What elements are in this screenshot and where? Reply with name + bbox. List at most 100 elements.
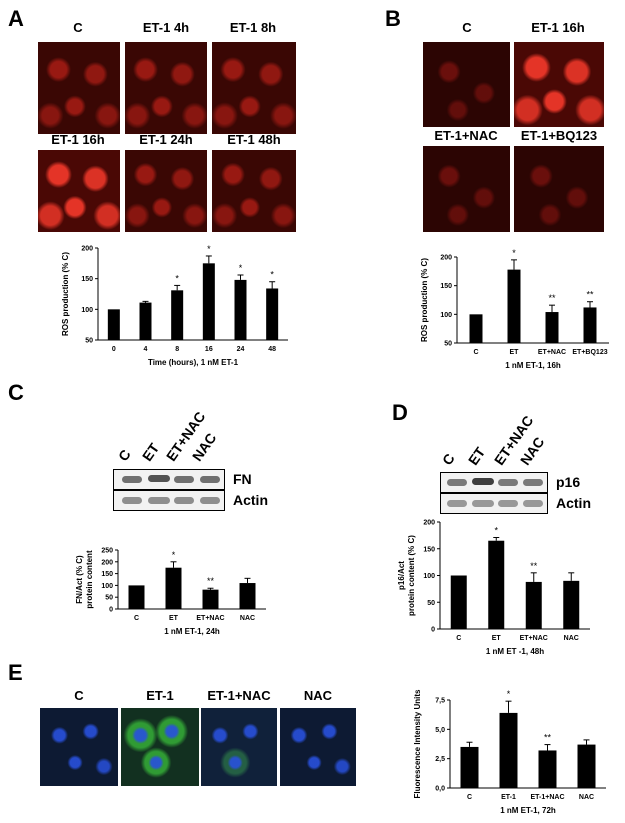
bar bbox=[266, 288, 279, 340]
y-tick-label: 200 bbox=[81, 246, 93, 253]
x-tick-label: 48 bbox=[268, 346, 276, 353]
blot-c-fn bbox=[113, 469, 225, 490]
y-tick-label: 0 bbox=[431, 627, 435, 634]
band bbox=[122, 497, 142, 504]
panel-letter-c: C bbox=[8, 380, 24, 405]
x-tick-label: ET+BQ123 bbox=[572, 349, 607, 356]
bar bbox=[538, 750, 557, 788]
blot-label-d-actin: Actin bbox=[556, 495, 591, 511]
band bbox=[447, 479, 467, 486]
x-axis-title: 1 nM ET-1, 24h bbox=[164, 627, 220, 636]
blot-label-c-actin: Actin bbox=[233, 492, 268, 508]
bar bbox=[139, 302, 152, 340]
y-tick-label: 250 bbox=[101, 548, 113, 555]
bar bbox=[165, 567, 182, 609]
x-tick-label: NAC bbox=[564, 635, 579, 642]
micrograph-a-et1-8h bbox=[212, 42, 296, 134]
y-tick-label: 5,0 bbox=[435, 727, 445, 734]
y-tick-label: 50 bbox=[85, 338, 93, 345]
significance-marker: * bbox=[172, 550, 176, 560]
bar bbox=[171, 290, 184, 340]
y-tick-label: 0 bbox=[109, 607, 113, 614]
micrograph-a-et1-24h bbox=[125, 150, 207, 232]
x-tick-label: ET+NAC bbox=[196, 615, 224, 622]
band bbox=[498, 479, 518, 486]
panel-letter-a: A bbox=[8, 6, 24, 31]
y-tick-label: 50 bbox=[427, 600, 435, 607]
x-tick-label: ET bbox=[169, 615, 179, 622]
image-label-a-et1-4h: ET-1 4h bbox=[142, 20, 190, 35]
image-label-e-nac: NAC bbox=[303, 688, 333, 703]
significance-marker: * bbox=[512, 248, 516, 258]
lane-label-c-c: C bbox=[114, 446, 134, 464]
bar bbox=[450, 575, 467, 629]
image-label-a-et1-48h: ET-1 48h bbox=[227, 132, 281, 147]
image-label-b-et1-nac: ET-1+NAC bbox=[434, 128, 498, 143]
band bbox=[200, 476, 220, 483]
y-tick-label: 100 bbox=[440, 312, 452, 319]
y-axis-title: Fluorescence Intensity Units bbox=[413, 689, 422, 798]
band bbox=[447, 500, 467, 507]
x-tick-label: NAC bbox=[240, 615, 255, 622]
x-tick-label: C bbox=[134, 615, 139, 622]
blot-label-c-fn: FN bbox=[233, 471, 252, 487]
y-tick-label: 200 bbox=[423, 520, 435, 527]
x-tick-label: ET+NAC bbox=[538, 349, 566, 356]
y-tick-label: 2,5 bbox=[435, 756, 445, 763]
x-tick-label: 24 bbox=[237, 346, 245, 353]
bar bbox=[583, 307, 597, 343]
bar bbox=[525, 581, 542, 629]
micrograph-b-et1-nac bbox=[423, 146, 510, 232]
micrograph-a-et1-16h bbox=[38, 150, 120, 232]
band bbox=[174, 497, 194, 504]
band bbox=[122, 476, 142, 483]
y-axis-title-line: protein content bbox=[85, 550, 94, 609]
bar bbox=[507, 269, 521, 343]
micrograph-a-c bbox=[38, 42, 120, 134]
significance-marker: * bbox=[270, 270, 274, 280]
band bbox=[200, 497, 220, 504]
bar bbox=[202, 263, 215, 340]
micrograph-b-c bbox=[423, 42, 510, 127]
y-axis-title: ROS production (% C) bbox=[61, 252, 70, 336]
image-label-b-et1-bq123: ET-1+BQ123 bbox=[520, 128, 598, 143]
image-label-b-c: C bbox=[462, 20, 472, 35]
y-axis-title: ROS production (% C) bbox=[420, 258, 429, 342]
x-tick-label: 4 bbox=[144, 346, 148, 353]
x-tick-label: ET bbox=[510, 349, 520, 356]
bar bbox=[234, 279, 247, 340]
image-label-e-et1-nac: ET-1+NAC bbox=[207, 688, 271, 703]
significance-marker: ** bbox=[548, 293, 556, 303]
chart-e-fluorescence: 0,0 2,5 5,0 7,5 C * ET-1 ** ET-1+NAC NAC 1 nM ET-1… bbox=[413, 689, 606, 815]
micrograph-a-et1-48h bbox=[212, 150, 296, 232]
panel-letter-d: D bbox=[392, 400, 408, 425]
chart-c-fn-protein: 0 50 100 150 200 250 C * ET ** ET+NAC NAC 1 nM ET-1,… bbox=[75, 548, 266, 636]
significance-marker: * bbox=[507, 689, 511, 699]
significance-marker: ** bbox=[544, 733, 552, 743]
bar bbox=[563, 580, 580, 629]
y-tick-label: 7,5 bbox=[435, 698, 445, 705]
x-axis-title: 1 nM ET-1, 16h bbox=[505, 361, 561, 370]
image-label-a-et1-8h: ET-1 8h bbox=[229, 20, 277, 35]
micrograph-b-et1-bq123 bbox=[514, 146, 604, 232]
significance-marker: ** bbox=[530, 561, 538, 571]
significance-marker: ** bbox=[207, 576, 215, 586]
y-tick-label: 0,0 bbox=[435, 786, 445, 793]
y-tick-label: 200 bbox=[440, 255, 452, 262]
x-tick-label: C bbox=[473, 349, 478, 356]
x-axis-title: Time (hours), 1 nM ET-1 bbox=[148, 358, 239, 367]
significance-marker: ** bbox=[586, 290, 594, 300]
band bbox=[148, 475, 170, 482]
bar bbox=[469, 314, 483, 343]
bar bbox=[499, 712, 518, 788]
image-label-e-c: C bbox=[74, 688, 84, 703]
micrograph-b-et1-16h bbox=[514, 42, 604, 127]
y-tick-label: 100 bbox=[423, 573, 435, 580]
y-tick-label: 100 bbox=[101, 583, 113, 590]
image-label-a-c: C bbox=[73, 20, 83, 35]
x-tick-label: C bbox=[456, 635, 461, 642]
blot-label-d-p16: p16 bbox=[556, 474, 581, 490]
lane-label-d-et: ET bbox=[464, 444, 489, 468]
band bbox=[472, 500, 494, 507]
y-tick-label: 50 bbox=[105, 595, 113, 602]
